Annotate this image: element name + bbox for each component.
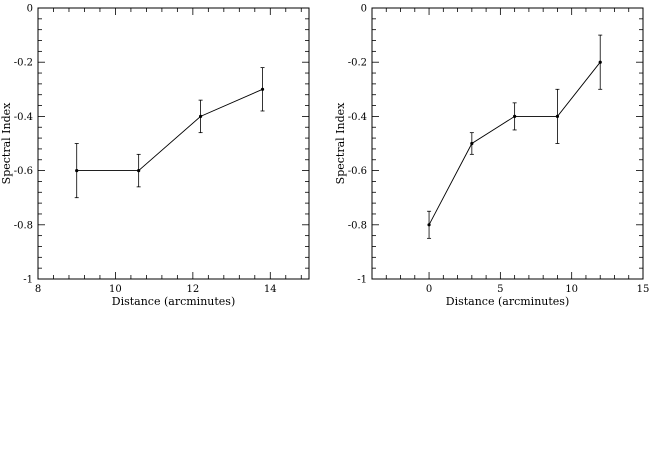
x-tick-label: 14 (264, 284, 277, 295)
y-tick-label: 0 (361, 4, 367, 15)
y-tick-label: -0.2 (14, 58, 33, 69)
y-axis-label: Spectral Index (334, 102, 347, 184)
series-line (428, 61, 601, 226)
x-tick-label: 10 (109, 284, 122, 295)
x-tick-label: 15 (637, 284, 650, 295)
y-tick-label: -0.4 (348, 112, 367, 123)
y-tick-label: -0.6 (14, 166, 33, 177)
y-tick-label: -1 (23, 275, 33, 286)
data-point (555, 114, 560, 118)
y-tick-label: -0.8 (348, 220, 367, 231)
y-tick-label: -0.8 (14, 220, 33, 231)
data-point (199, 114, 203, 118)
x-tick-label: 8 (35, 284, 41, 295)
x-tick-label: 0 (426, 284, 432, 295)
data-point (137, 169, 141, 173)
x-tick-label: 12 (186, 284, 199, 295)
data-point (598, 60, 602, 64)
y-tick-label: -0.4 (14, 112, 33, 123)
x-axis-label: Distance (arcminutes) (446, 295, 569, 308)
chart-panel-right: 0 5 10 15 0 -0.2 -0.4 -0.6 -0.8 -1 Distance (arcmi… (334, 4, 649, 309)
plot-frame (37, 7, 310, 280)
data-point (470, 141, 474, 146)
x-tick-label: 10 (565, 284, 578, 295)
y-axis-label: Spectral Index (0, 102, 13, 184)
x-axis-label: Distance (arcminutes) (112, 295, 235, 308)
chart-panel-left: 8 10 12 14 0 -0.2 -0.4 -0.6 -0.8 -1 Distance (arcm… (0, 4, 310, 308)
y-tick-label: -0.2 (348, 58, 367, 69)
y-tick-label: -0.6 (348, 166, 367, 177)
data-point (513, 114, 517, 118)
data-point (75, 169, 79, 173)
y-tick-label: -1 (357, 275, 367, 286)
data-point (427, 223, 431, 227)
y-tick-label: 0 (27, 4, 33, 15)
x-tick-label: 5 (497, 284, 503, 295)
plot-frame (371, 7, 644, 280)
data-point (260, 87, 265, 91)
series-line (76, 88, 263, 172)
